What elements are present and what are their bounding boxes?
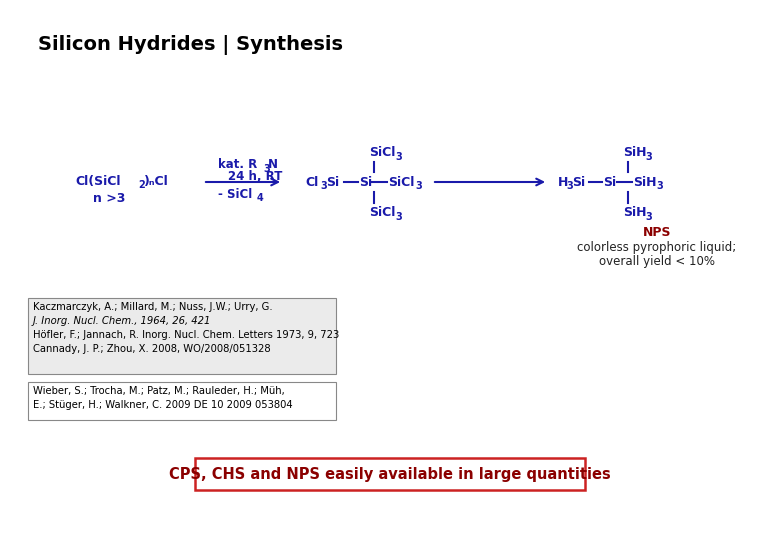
Text: 3: 3 [415,181,422,191]
Bar [195,458,585,490]
Text: 24 h, RT: 24 h, RT [228,171,282,184]
Text: H: H [558,176,569,188]
Text: Cannady, J. P.; Zhou, X. 2008, WO/2008/051328: Cannady, J. P.; Zhou, X. 2008, WO/2008/0… [33,344,271,354]
Text: Cl(SiCl: Cl(SiCl [75,176,120,188]
Text: kat. R: kat. R [218,159,257,172]
Text: Si: Si [603,176,616,188]
Text: overall yield < 10%: overall yield < 10% [599,254,715,267]
Text: Wieber, S.; Trocha, M.; Patz, M.; Rauleder, H.; Müh,: Wieber, S.; Trocha, M.; Patz, M.; Rauled… [33,386,285,396]
Text: SiCl: SiCl [369,206,395,219]
Text: 3: 3 [645,152,652,162]
Text: SiCl: SiCl [369,146,395,159]
Text: SiH: SiH [633,176,657,188]
Text: Silicon Hydrides | Synthesis: Silicon Hydrides | Synthesis [38,35,343,55]
Text: E.; Stüger, H.; Walkner, C. 2009 DE 10 2009 053804: E.; Stüger, H.; Walkner, C. 2009 DE 10 2… [33,400,292,410]
Text: colorless pyrophoric liquid;: colorless pyrophoric liquid; [577,241,736,254]
Bar [28,298,336,374]
Text: Höfler, F.; Jannach, R. Inorg. Nucl. Chem. Letters 1973, 9, 723: Höfler, F.; Jannach, R. Inorg. Nucl. Che… [33,330,339,340]
Text: CPS, CHS and NPS easily available in large quantities: CPS, CHS and NPS easily available in lar… [169,467,611,482]
Text: 4: 4 [257,193,264,203]
Text: 3: 3 [566,181,573,191]
Text: )ₙCl: )ₙCl [144,176,168,188]
Text: 2: 2 [138,180,145,190]
Text: NPS: NPS [643,226,672,240]
Text: 3: 3 [395,212,402,222]
Text: 3: 3 [395,152,402,162]
Text: 3: 3 [656,181,663,191]
Text: Si: Si [572,176,585,188]
Text: - SiCl: - SiCl [218,187,252,200]
Text: SiCl: SiCl [388,176,414,188]
Text: J. Inorg. Nucl. Chem., 1964, 26, 421: J. Inorg. Nucl. Chem., 1964, 26, 421 [33,316,211,326]
Text: SiH: SiH [623,206,647,219]
Text: SiH: SiH [623,146,647,159]
Text: Si: Si [359,176,372,188]
Text: 3: 3 [263,164,270,174]
Text: N: N [268,159,278,172]
Text: Kaczmarczyk, A.; Millard, M.; Nuss, J.W.; Urry, G.: Kaczmarczyk, A.; Millard, M.; Nuss, J.W.… [33,302,273,312]
Text: 3: 3 [645,212,652,222]
Text: 3: 3 [320,181,327,191]
Bar [28,382,336,420]
Text: Cl: Cl [305,176,318,188]
Text: Si: Si [326,176,339,188]
Text: n >3: n >3 [93,192,126,206]
